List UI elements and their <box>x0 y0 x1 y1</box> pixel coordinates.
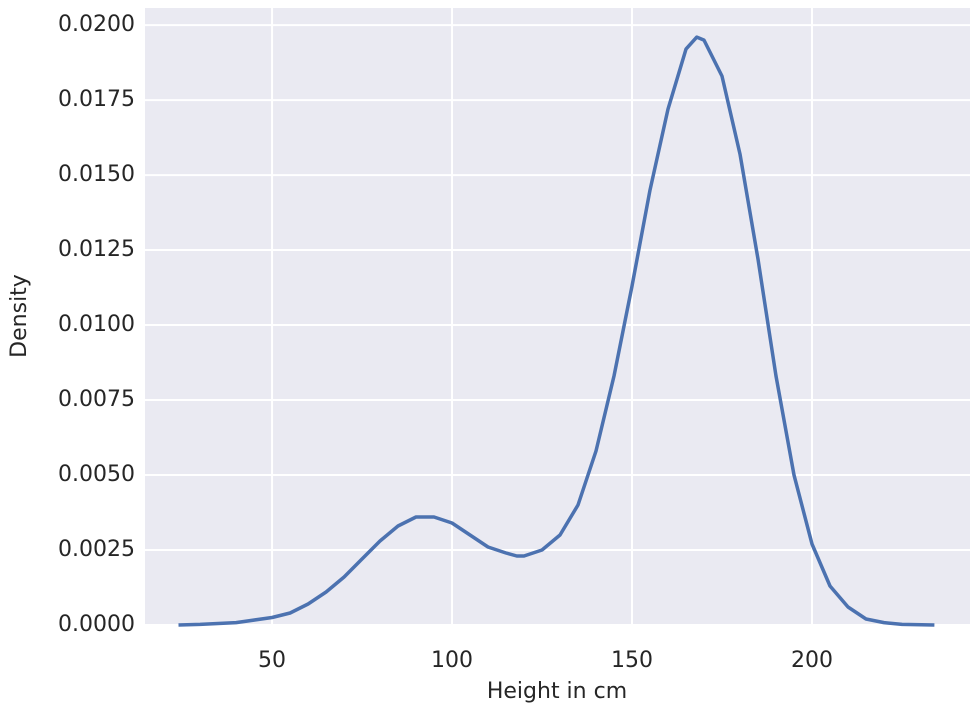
y-tick-label: 0.0100 <box>58 312 135 337</box>
x-axis-label: Height in cm <box>487 679 627 704</box>
y-tick-label: 0.0075 <box>58 387 135 412</box>
density-line <box>178 35 935 627</box>
y-tick-label: 0.0000 <box>58 612 135 637</box>
plot-area <box>145 8 970 625</box>
y-tick-label: 0.0025 <box>58 537 135 562</box>
y-tick-label: 0.0050 <box>58 462 135 487</box>
y-tick-label: 0.0200 <box>58 12 135 37</box>
y-tick-label: 0.0150 <box>58 162 135 187</box>
y-axis-label: Density <box>7 274 32 358</box>
x-tick-label: 200 <box>791 648 833 673</box>
y-tick-label: 0.0175 <box>58 87 135 112</box>
x-tick-label: 150 <box>611 648 653 673</box>
x-tick-label: 50 <box>258 648 286 673</box>
x-tick-label: 100 <box>431 648 473 673</box>
y-tick-label: 0.0125 <box>58 237 135 262</box>
